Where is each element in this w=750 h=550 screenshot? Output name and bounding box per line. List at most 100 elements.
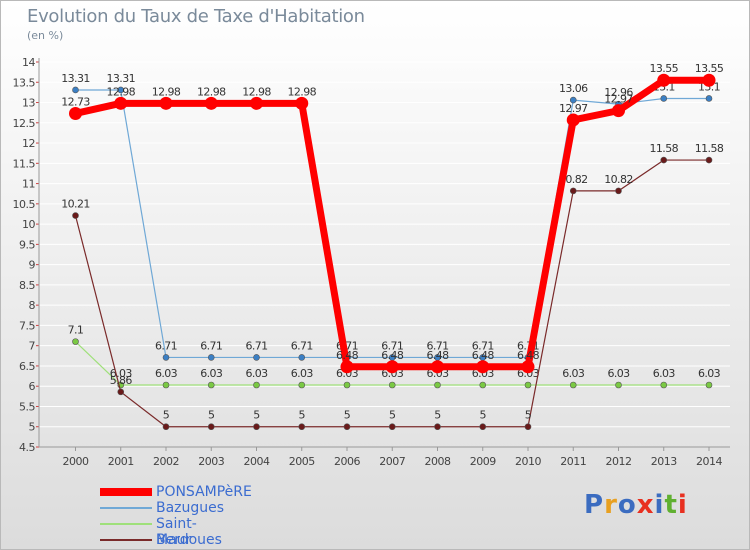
data-label: 12.98 bbox=[288, 85, 317, 98]
data-label: 6.48 bbox=[472, 349, 495, 362]
x-tick-label: 2008 bbox=[425, 455, 451, 468]
data-label: 6.03 bbox=[245, 367, 268, 380]
data-point bbox=[657, 73, 671, 87]
data-point bbox=[431, 360, 444, 374]
legend-swatch bbox=[100, 507, 152, 509]
data-label: 12.97 bbox=[604, 93, 633, 106]
legend-label: Bazugues bbox=[156, 500, 225, 516]
data-label: 12.98 bbox=[197, 85, 226, 98]
data-point bbox=[343, 423, 351, 431]
data-point bbox=[253, 423, 260, 431]
data-label: 12.98 bbox=[152, 85, 181, 98]
data-point bbox=[615, 187, 622, 195]
y-tick-label: 4.5 bbox=[19, 441, 35, 454]
data-label: 6.03 bbox=[698, 367, 721, 380]
x-tick-label: 2001 bbox=[108, 455, 134, 468]
data-label: 5 bbox=[389, 409, 396, 422]
data-point bbox=[388, 423, 396, 431]
y-tick-label: 8 bbox=[29, 299, 36, 312]
data-point bbox=[569, 187, 577, 195]
data-label: 6.71 bbox=[200, 339, 222, 352]
legend-swatch bbox=[100, 539, 152, 541]
data-point bbox=[702, 73, 716, 87]
data-label: 5 bbox=[253, 409, 260, 422]
y-tick-label: 13 bbox=[22, 97, 35, 110]
data-point bbox=[479, 423, 487, 431]
data-label: 12.96 bbox=[604, 86, 633, 99]
x-tick-label: 2007 bbox=[379, 455, 405, 468]
x-tick-label: 2005 bbox=[289, 455, 315, 468]
y-tick-label: 13.5 bbox=[13, 76, 36, 89]
y-tick-label: 5 bbox=[29, 421, 36, 434]
data-point bbox=[615, 381, 622, 389]
data-label: 13.31 bbox=[61, 72, 90, 85]
data-label: 11.58 bbox=[695, 142, 724, 155]
data-point bbox=[660, 95, 668, 102]
data-point bbox=[660, 156, 668, 164]
data-point bbox=[207, 381, 215, 389]
data-label: 6.48 bbox=[336, 349, 359, 362]
data-point bbox=[298, 354, 306, 361]
data-label: 6.71 bbox=[291, 339, 313, 352]
data-point bbox=[207, 354, 215, 361]
y-tick-label: 6.5 bbox=[19, 360, 35, 373]
y-tick-label: 11.5 bbox=[13, 157, 36, 170]
data-label: 12.97 bbox=[559, 102, 588, 115]
data-label: 13.06 bbox=[559, 82, 588, 95]
data-label: 12.98 bbox=[242, 85, 271, 98]
data-label: 6.71 bbox=[426, 339, 448, 352]
data-point bbox=[524, 381, 532, 389]
legend-label: Berdoues bbox=[156, 532, 222, 548]
y-tick-label: 7.5 bbox=[19, 319, 35, 332]
y-tick-label: 10.5 bbox=[13, 198, 36, 211]
proxiti-logo: Proxiti bbox=[584, 490, 688, 520]
data-point bbox=[705, 156, 713, 164]
data-point bbox=[569, 381, 577, 389]
data-point bbox=[72, 212, 79, 219]
data-label: 12.73 bbox=[61, 95, 90, 108]
data-point bbox=[388, 381, 396, 389]
data-point bbox=[298, 423, 306, 431]
y-tick-label: 14 bbox=[22, 56, 35, 69]
data-point bbox=[612, 104, 625, 118]
x-tick-label: 2002 bbox=[153, 455, 179, 468]
data-point bbox=[114, 96, 128, 110]
x-tick-label: 2011 bbox=[560, 455, 586, 468]
data-point bbox=[660, 381, 668, 389]
data-label: 13.31 bbox=[107, 72, 136, 85]
data-label: 13.55 bbox=[650, 62, 679, 75]
y-tick-label: 9.5 bbox=[19, 238, 35, 251]
y-tick-label: 6 bbox=[29, 380, 36, 393]
y-tick-label: 8.5 bbox=[19, 279, 35, 292]
data-point bbox=[204, 96, 218, 110]
data-point bbox=[340, 360, 354, 374]
x-tick-label: 2009 bbox=[470, 455, 496, 468]
data-label: 6.71 bbox=[381, 339, 403, 352]
data-label: 10.21 bbox=[61, 198, 90, 211]
y-tick-label: 10 bbox=[22, 218, 35, 231]
y-tick-label: 12.5 bbox=[13, 117, 36, 130]
data-point bbox=[250, 96, 263, 110]
data-label: 5 bbox=[163, 409, 170, 422]
chart-subtitle: (en %) bbox=[27, 29, 64, 42]
legend-label: PONSAMPèRE bbox=[156, 484, 252, 500]
data-label: 12.98 bbox=[107, 85, 136, 98]
data-point bbox=[476, 360, 490, 374]
data-point bbox=[385, 360, 399, 374]
y-tick-label: 9 bbox=[29, 259, 36, 272]
data-point bbox=[117, 388, 125, 396]
data-point bbox=[569, 96, 577, 104]
data-point bbox=[253, 354, 260, 361]
y-tick-label: 5.5 bbox=[19, 400, 35, 413]
data-label: 6.48 bbox=[517, 349, 540, 362]
data-label: 5 bbox=[525, 409, 532, 422]
data-point bbox=[705, 381, 713, 389]
x-tick-label: 2004 bbox=[244, 455, 270, 468]
data-label: 7.1 bbox=[68, 324, 84, 337]
data-label: 6.03 bbox=[562, 367, 585, 380]
data-label: 6.48 bbox=[381, 349, 404, 362]
x-tick-label: 2006 bbox=[334, 455, 360, 468]
data-point bbox=[705, 95, 713, 102]
